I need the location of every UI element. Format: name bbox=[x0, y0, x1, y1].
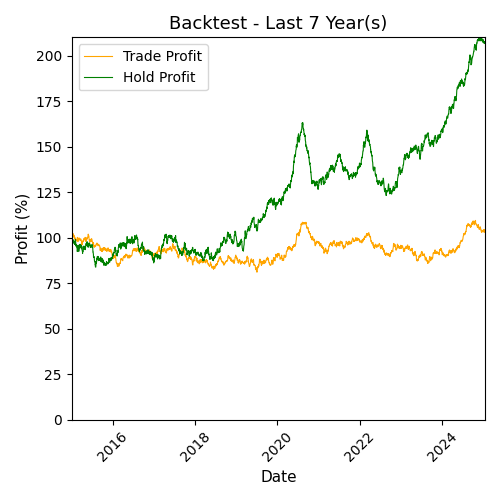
Y-axis label: Profit (%): Profit (%) bbox=[15, 193, 30, 264]
Legend: Trade Profit, Hold Profit: Trade Profit, Hold Profit bbox=[78, 44, 208, 90]
Line: Hold Profit: Hold Profit bbox=[72, 36, 485, 267]
X-axis label: Date: Date bbox=[260, 470, 296, 485]
Title: Backtest - Last 7 Year(s): Backtest - Last 7 Year(s) bbox=[169, 15, 388, 33]
Line: Trade Profit: Trade Profit bbox=[72, 220, 485, 272]
